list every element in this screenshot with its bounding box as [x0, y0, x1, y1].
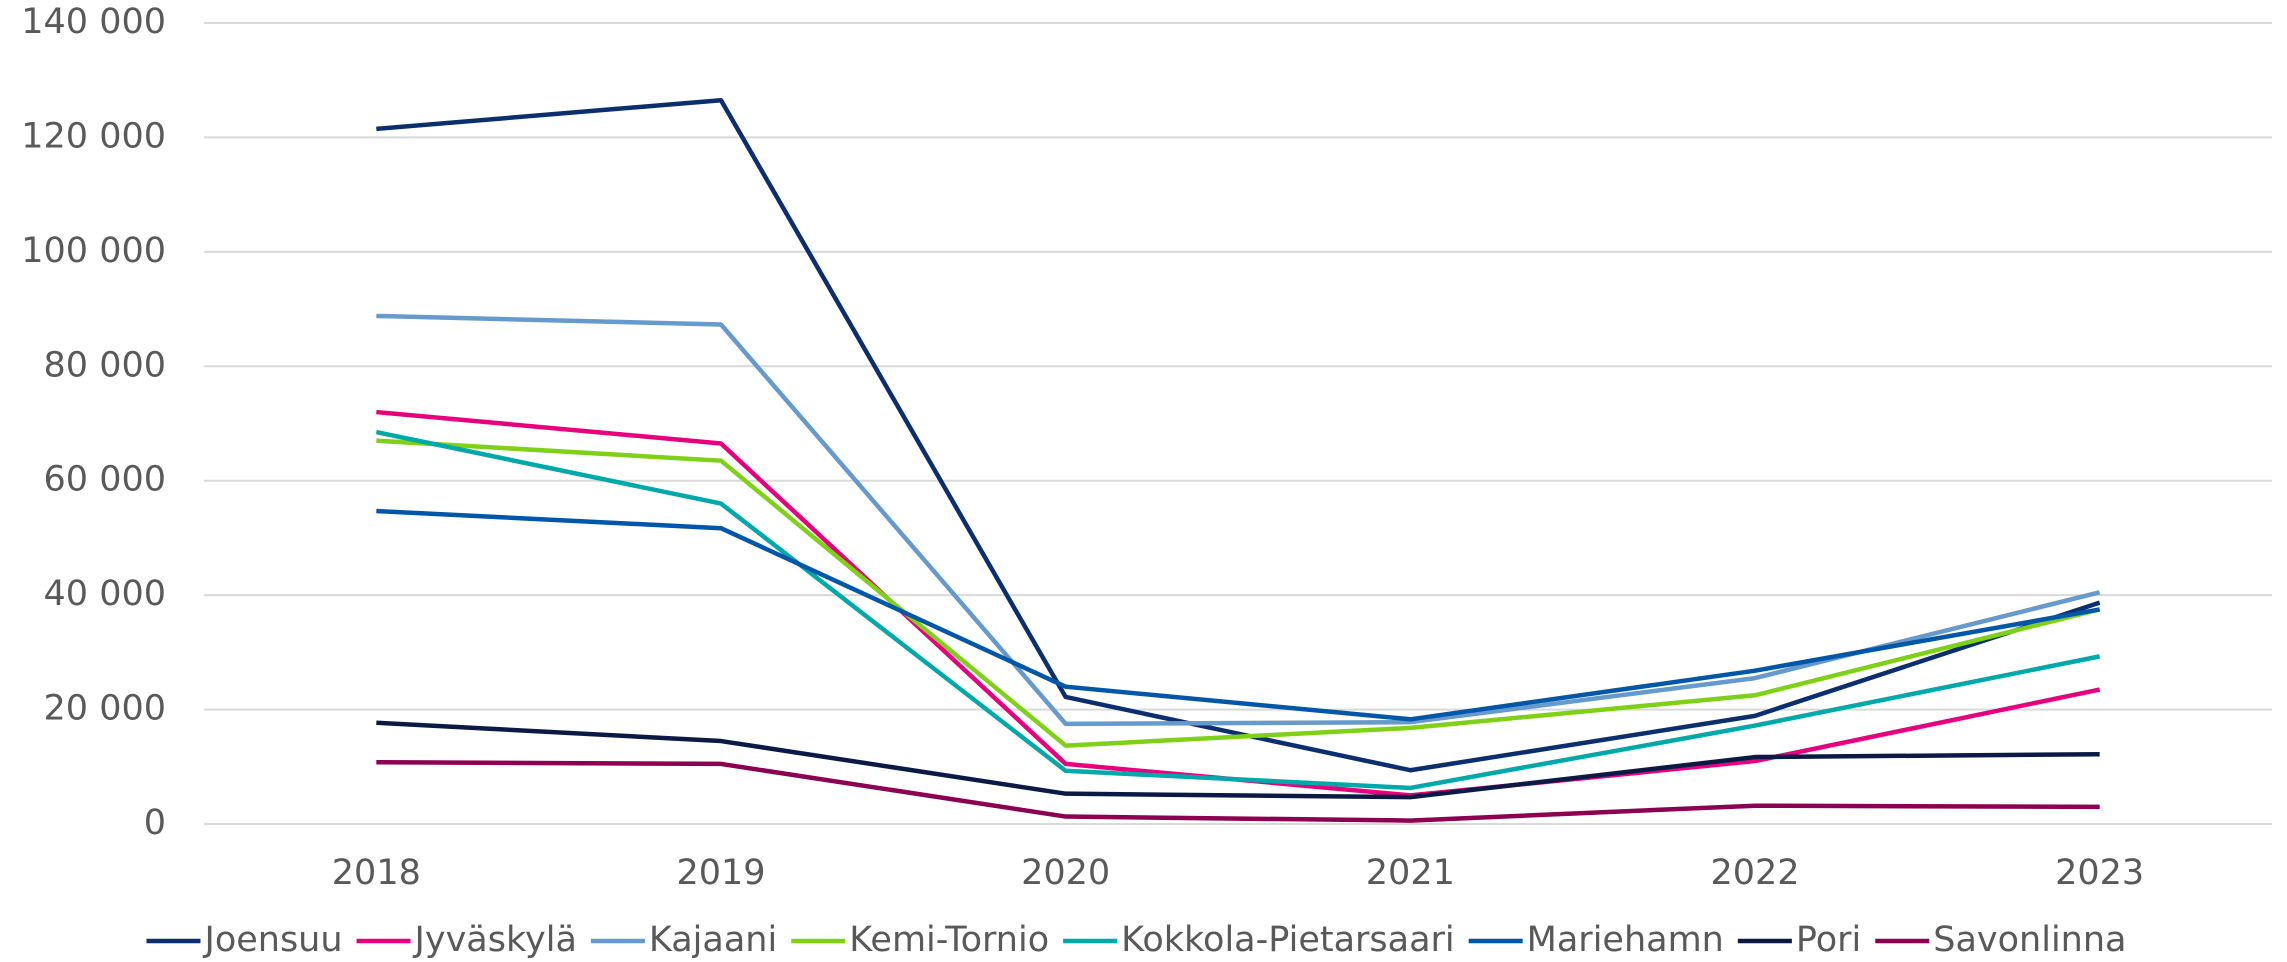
- series-line: [376, 313, 2101, 727]
- y-tick-label: 120 000: [21, 116, 166, 156]
- y-tick-label: 0: [144, 803, 166, 843]
- series-line: [376, 759, 2100, 823]
- y-tick-label: 60 000: [44, 460, 166, 500]
- x-tick-label: 2022: [1710, 853, 1799, 893]
- x-tick-label: 2018: [332, 853, 421, 893]
- y-tick-label: 80 000: [44, 345, 166, 385]
- x-tick-label: 2019: [676, 853, 765, 893]
- series-line: [375, 429, 2101, 791]
- legend-label: Joensuu: [202, 920, 342, 960]
- x-tick-label: 2021: [1366, 853, 1455, 893]
- y-tick-label: 20 000: [44, 689, 166, 729]
- legend-label: Kemi-Tornio: [849, 920, 1049, 960]
- legend-label: Kajaani: [649, 920, 777, 960]
- series-line: [376, 720, 2100, 800]
- series-line: [376, 508, 2101, 722]
- x-tick-label: 2020: [1021, 853, 1110, 893]
- legend-label: Mariehamn: [1527, 920, 1724, 960]
- series-line: [376, 97, 2101, 773]
- legend-label: Savonlinna: [1933, 920, 2126, 960]
- x-tick-label: 2023: [2055, 853, 2144, 893]
- legend: Joensuu Jyväskylä Kajaani Kemi-Tornio Kokkol…: [146, 920, 2127, 960]
- y-tick-label: 40 000: [44, 574, 166, 614]
- y-tick-label: 100 000: [21, 231, 166, 271]
- legend-label: Jyväskylä: [413, 920, 577, 960]
- y-tick-label: 140 000: [21, 2, 166, 42]
- legend-label: Kokkola-Pietarsaari: [1121, 920, 1455, 960]
- series-line: [376, 438, 2101, 748]
- legend-label: Pori: [1796, 920, 1861, 960]
